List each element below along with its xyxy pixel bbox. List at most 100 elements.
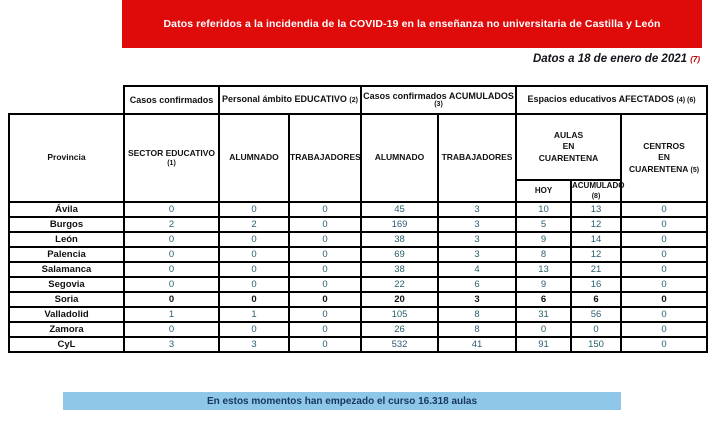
value-cell: 13 <box>515 261 572 279</box>
header-acumulado-note: (8) <box>591 192 601 200</box>
header-alumnado: ALUMNADO <box>218 112 290 204</box>
table-row: Salamanca 0 0 0 38 4 13 21 0 <box>8 261 709 279</box>
header-aulas-cuarentena: AULAS EN CUARENTENA <box>515 113 622 181</box>
value-cell: 0 <box>288 261 362 279</box>
date-text: Datos a 18 de enero de 2021 <box>532 53 688 65</box>
group-espacios-afectados: Espacios educativos AFECTADOS (4) (6) <box>514 85 709 115</box>
value-cell: 1 <box>218 306 290 324</box>
value-cell: 38 <box>360 261 439 279</box>
table-row: Ávila 0 0 0 45 3 10 13 0 <box>8 201 709 219</box>
value-cell: 5 <box>515 216 572 234</box>
header-acumulado-label: ACUMULADO <box>572 181 625 190</box>
province-cell: CyL <box>8 336 125 354</box>
group-acumulados-note: (3) <box>434 101 443 109</box>
value-cell: 22 <box>360 276 439 294</box>
value-cell: 13 <box>570 201 622 219</box>
header-trabajadores: TRABAJADORES <box>288 112 362 204</box>
value-cell: 0 <box>123 276 220 294</box>
value-cell: 3 <box>437 291 517 309</box>
value-cell: 45 <box>360 201 439 219</box>
header-aulas-label: AULAS EN CUARENTENA <box>538 129 599 163</box>
group-header-row: Casos confirmados Personal ámbito EDUCAT… <box>9 85 709 115</box>
value-cell: 12 <box>570 216 622 234</box>
table-body: Ávila 0 0 0 45 3 10 13 0 Burgos 2 2 0 169 3 5 12 0 León 0 0 0… <box>8 201 709 354</box>
value-cell: 4 <box>437 261 517 279</box>
blank-corner-cell <box>9 86 124 114</box>
header-sector-educativo: SECTOR EDUCATIVO (1) <box>123 112 220 204</box>
value-cell: 0 <box>288 276 362 294</box>
value-cell: 150 <box>570 336 622 354</box>
table-row: Zamora 0 0 0 26 8 0 0 0 <box>8 321 709 339</box>
sub-header-row: HOY ACUMULADO (8) <box>9 178 707 204</box>
value-cell: 0 <box>288 216 362 234</box>
province-cell: Salamanca <box>8 261 125 279</box>
value-cell: 169 <box>360 216 439 234</box>
value-cell: 0 <box>288 336 362 354</box>
banner-title: Datos referidos a la incidendia de la CO… <box>163 18 661 30</box>
value-cell: 0 <box>218 291 290 309</box>
value-cell: 0 <box>570 321 622 339</box>
province-cell: Ávila <box>8 201 125 219</box>
value-cell: 6 <box>515 291 572 309</box>
value-cell: 0 <box>619 231 709 249</box>
main-header-row: Provincia SECTOR EDUCATIVO (1) ALUMNADO … <box>8 112 709 204</box>
value-cell: 3 <box>437 231 517 249</box>
date-note: (7) <box>690 55 700 64</box>
header-trabajadores-acumulado: TRABAJADORES <box>437 112 517 204</box>
value-cell: 31 <box>515 306 572 324</box>
value-cell: 3 <box>437 216 517 234</box>
value-cell: 0 <box>218 261 290 279</box>
header-centros-note: (5) <box>690 166 700 174</box>
header-sector-label: SECTOR EDUCATIVO <box>127 147 216 158</box>
group-personal-educativo: Personal ámbito EDUCATIVO (2) <box>218 85 362 115</box>
value-cell: 6 <box>570 291 622 309</box>
header-centros-label: CENTROS EN CUARENTENA <box>628 140 689 174</box>
value-cell: 10 <box>515 201 572 219</box>
value-cell: 2 <box>123 216 220 234</box>
value-cell: 3 <box>437 201 517 219</box>
value-cell: 38 <box>360 231 439 249</box>
value-cell: 20 <box>360 291 439 309</box>
province-cell: Palencia <box>8 246 125 264</box>
header-provincia: Provincia <box>8 112 125 204</box>
value-cell: 9 <box>515 231 572 249</box>
value-cell: 0 <box>288 321 362 339</box>
value-cell: 16 <box>570 276 622 294</box>
value-cell: 2 <box>218 216 290 234</box>
group-espacios-label: Espacios educativos AFECTADOS <box>527 94 674 105</box>
province-cell: Segovia <box>8 276 125 294</box>
value-cell: 69 <box>360 246 439 264</box>
title-banner: Datos referidos a la incidendia de la CO… <box>122 0 702 48</box>
province-cell: Burgos <box>8 216 125 234</box>
value-cell: 532 <box>360 336 439 354</box>
group-casos-acumulados: Casos confirmados ACUMULADOS (3) <box>360 85 517 115</box>
header-acumulado: ACUMULADO (8) <box>570 178 625 204</box>
value-cell: 0 <box>218 276 290 294</box>
value-cell: 0 <box>619 246 709 264</box>
value-cell: 0 <box>288 231 362 249</box>
header-hoy: HOY <box>515 178 572 204</box>
value-cell: 26 <box>360 321 439 339</box>
value-cell: 0 <box>619 261 709 279</box>
value-cell: 0 <box>288 306 362 324</box>
value-cell: 3 <box>437 246 517 264</box>
value-cell: 0 <box>619 201 709 219</box>
value-cell: 105 <box>360 306 439 324</box>
header-centros-cuarentena: CENTROS EN CUARENTENA (5) <box>619 112 709 204</box>
value-cell: 0 <box>288 201 362 219</box>
value-cell: 0 <box>218 246 290 264</box>
province-cell: León <box>8 231 125 249</box>
group-personal-label: Personal ámbito EDUCATIVO <box>222 94 347 105</box>
date-line: Datos a 18 de enero de 2021 (7) <box>533 53 700 65</box>
table-row: Valladolid 1 1 0 105 8 31 56 0 <box>8 306 709 324</box>
covid-incidence-table: Casos confirmados Personal ámbito EDUCAT… <box>8 85 709 354</box>
table-row: Burgos 2 2 0 169 3 5 12 0 <box>8 216 709 234</box>
group-acumulados-label: Casos confirmados ACUMULADOS <box>363 90 514 101</box>
province-cell: Zamora <box>8 321 125 339</box>
value-cell: 14 <box>570 231 622 249</box>
value-cell: 6 <box>437 276 517 294</box>
value-cell: 9 <box>515 276 572 294</box>
value-cell: 0 <box>619 336 709 354</box>
group-personal-note: (2) <box>349 97 358 105</box>
value-cell: 0 <box>123 261 220 279</box>
